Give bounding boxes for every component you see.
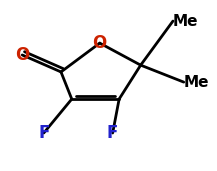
Text: Me: Me: [184, 75, 209, 90]
Text: Me: Me: [173, 14, 199, 29]
Text: O: O: [15, 46, 29, 64]
Text: F: F: [107, 124, 118, 142]
Text: O: O: [93, 34, 107, 52]
Text: F: F: [38, 124, 49, 142]
